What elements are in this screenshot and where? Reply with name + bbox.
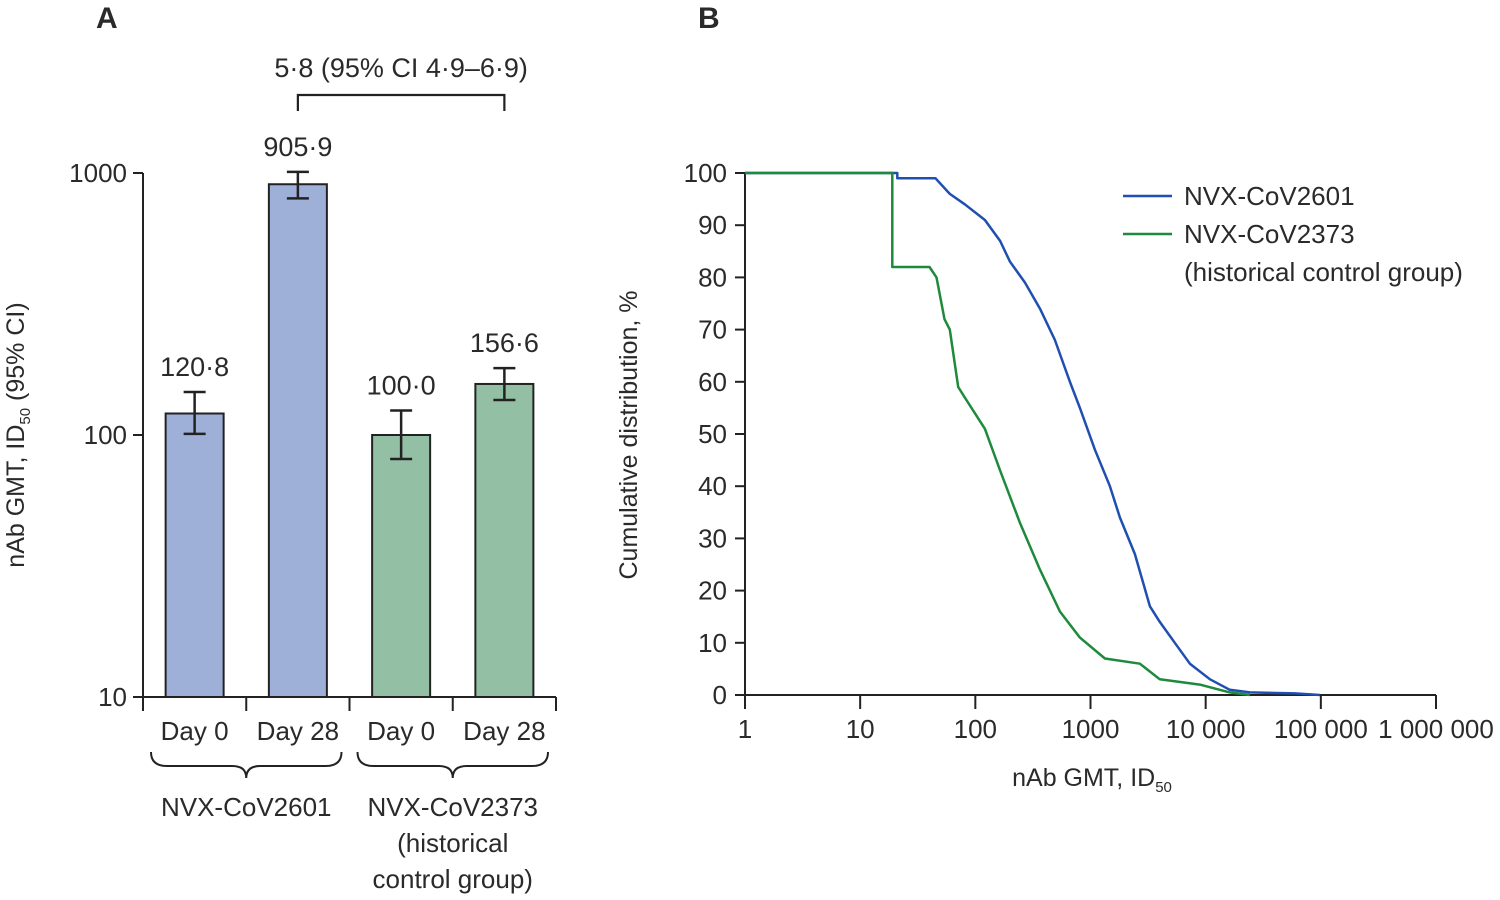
group-label: (historical bbox=[397, 828, 508, 858]
data-label: 905·9 bbox=[263, 132, 332, 162]
panel-b-y-tick-label: 90 bbox=[698, 210, 727, 240]
panel-a-x-tick-label: Day 0 bbox=[161, 716, 229, 746]
group-brace bbox=[356, 751, 549, 779]
panel-a-y-tick-label: 1000 bbox=[69, 158, 127, 188]
panel-a-y-axis-title: nAb GMT, ID50 (95% CI) bbox=[2, 302, 34, 567]
group-brace bbox=[150, 751, 343, 779]
panel-b-label: B bbox=[698, 2, 720, 35]
panel-b-y-axis-title: Cumulative distribution, % bbox=[615, 290, 643, 579]
bar bbox=[371, 434, 432, 698]
panel-b-y-tick-label: 60 bbox=[698, 367, 727, 397]
panel-a-comparison: 5·8 (95% CI 4·9–6·9) bbox=[274, 53, 528, 111]
panel-b-x-tick-label: 10 000 bbox=[1166, 714, 1246, 744]
panel-b-y-tick-label: 80 bbox=[698, 262, 727, 292]
panel-a-x-tick-label: Day 0 bbox=[367, 716, 435, 746]
legend-label: (historical control group) bbox=[1184, 257, 1463, 287]
panel-b-x-tick-label: 1000 bbox=[1062, 714, 1120, 744]
panel-b-y-tick-label: 20 bbox=[698, 576, 727, 606]
legend-label: NVX-CoV2373 bbox=[1184, 219, 1355, 249]
panel-b-y-tick-label: 10 bbox=[698, 628, 727, 658]
bar bbox=[474, 382, 535, 698]
panel-b-y-tick-label: 40 bbox=[698, 471, 727, 501]
panel-b-y-tick-label: 70 bbox=[698, 315, 727, 345]
panel-a-y-tick-label: 10 bbox=[98, 682, 127, 712]
panel-b-x-tick-label: 100 bbox=[954, 714, 997, 744]
data-label: 120·8 bbox=[160, 352, 229, 382]
bar bbox=[164, 412, 225, 698]
panel-b-legend: NVX-CoV2601 NVX-CoV2373 (historical contro… bbox=[1123, 181, 1463, 287]
panel-a-x-tick-label: Day 28 bbox=[257, 716, 339, 746]
panel-b-x-tick-label: 1 000 000 bbox=[1378, 714, 1494, 744]
panel-b-y-tick-label: 0 bbox=[713, 680, 727, 710]
panel-a-bars: 120·8 905·9 100·0 156·6 bbox=[160, 132, 539, 698]
panel-b-x-tick-label: 1 bbox=[738, 714, 752, 744]
panel-a: A nAb GMT, ID50 (95% CI) 10 100 1000 120·8… bbox=[2, 2, 557, 894]
series-line bbox=[745, 171, 1320, 697]
panel-b-y-tick-label: 100 bbox=[684, 158, 727, 188]
panel-b-lines bbox=[745, 171, 1320, 697]
data-label: 156·6 bbox=[470, 328, 539, 358]
panel-b-x-tick-label: 10 bbox=[846, 714, 875, 744]
panel-a-y-tick-label: 100 bbox=[84, 420, 127, 450]
panel-b-y-tick-label: 30 bbox=[698, 523, 727, 553]
group-label: NVX-CoV2373 bbox=[367, 792, 538, 822]
comparison-label: 5·8 (95% CI 4·9–6·9) bbox=[274, 53, 528, 83]
group-label: control group) bbox=[373, 864, 533, 894]
panel-b-y-tick-label: 50 bbox=[698, 419, 727, 449]
panel-a-x-labels: Day 0 Day 28 Day 0 Day 28 NVX-CoV2601 NVX-CoV… bbox=[150, 716, 549, 894]
panel-b-x-tick-label: 100 000 bbox=[1274, 714, 1368, 744]
panel-a-label: A bbox=[96, 2, 118, 35]
comparison-bracket bbox=[296, 93, 506, 111]
series-line bbox=[745, 171, 1251, 697]
legend-label: NVX-CoV2601 bbox=[1184, 181, 1355, 211]
data-label: 100·0 bbox=[367, 371, 436, 401]
bar bbox=[267, 183, 328, 698]
panel-b-x-axis-title: nAb GMT, ID50 bbox=[1012, 764, 1172, 796]
panel-a-x-tick-label: Day 28 bbox=[463, 716, 545, 746]
panel-b: B Cumulative distribution, % 0 10 20 30 40 50… bbox=[615, 2, 1494, 796]
group-label: NVX-CoV2601 bbox=[161, 792, 332, 822]
